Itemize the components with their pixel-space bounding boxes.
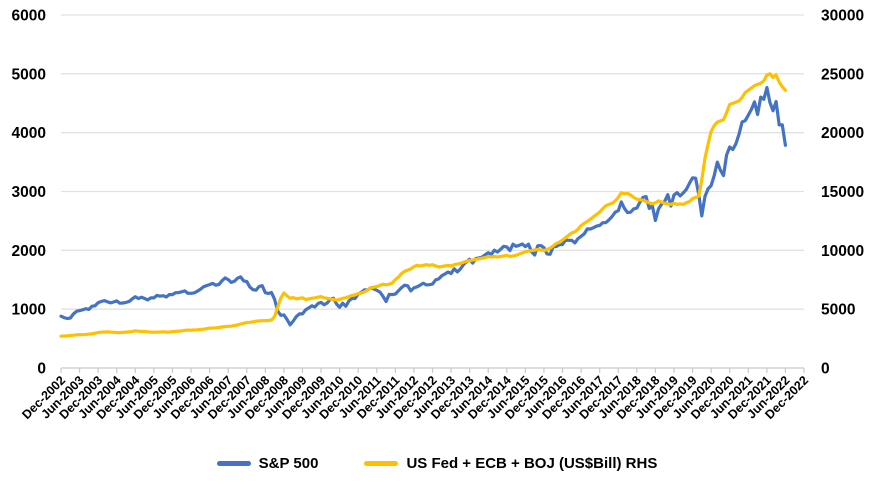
y-axis-label-left: 0	[37, 361, 46, 378]
chart-legend: S&P 500 US Fed + ECB + BOJ (US$Bill) RHS	[0, 449, 874, 477]
y-axis-label-left: 2000	[12, 243, 46, 260]
legend-item-central-banks: US Fed + ECB + BOJ (US$Bill) RHS	[364, 455, 657, 472]
y-axis-label-left: 1000	[12, 302, 46, 319]
sp500-line-marker-icon	[216, 460, 251, 466]
legend-label-central-banks: US Fed + ECB + BOJ (US$Bill) RHS	[406, 454, 658, 472]
y-axis-label-right: 10000	[821, 243, 864, 260]
sp500-line	[59, 86, 787, 327]
y-axis-label-right: 20000	[821, 125, 864, 142]
y-axis-label-left: 4000	[12, 125, 46, 142]
y-axis-label-left: 6000	[12, 8, 46, 25]
y-axis-label-left: 5000	[12, 66, 46, 83]
y-axis-label-right: 0	[821, 361, 830, 378]
y-axis-label-right: 25000	[821, 66, 864, 83]
legend-item-sp500: S&P 500	[216, 454, 319, 472]
y-axis-label-left: 3000	[12, 184, 46, 201]
cb-line	[59, 72, 787, 338]
y-axis-label-right: 15000	[821, 184, 864, 201]
cb-line-marker-icon	[364, 460, 399, 466]
y-axis-label-right: 5000	[821, 302, 855, 319]
y-axis-label-right: 30000	[821, 8, 864, 25]
legend-label-sp500: S&P 500	[258, 454, 319, 472]
